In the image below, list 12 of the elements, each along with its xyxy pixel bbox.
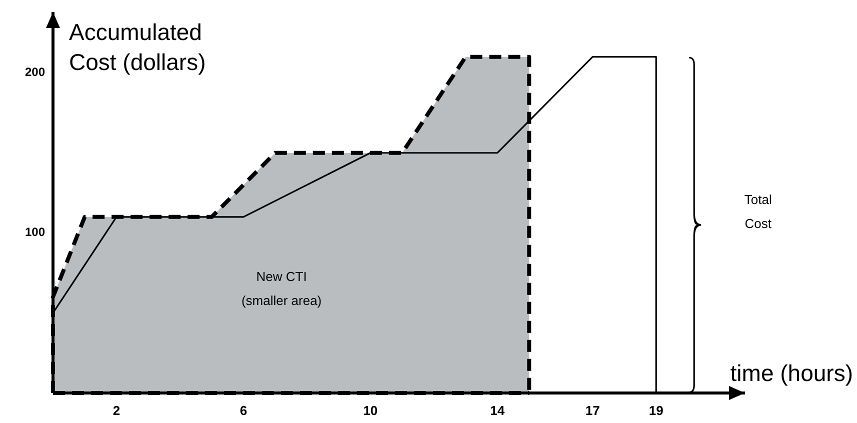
x-axis-title: time (hours): [730, 360, 853, 386]
annotation: New CTI (smaller area): [241, 268, 322, 308]
x-tick-label: 17: [585, 403, 600, 418]
y-tick-label: 100: [24, 225, 46, 240]
y-tick-label: 200: [24, 65, 46, 80]
x-tick-label: 2: [112, 403, 120, 418]
x-tick-label: 14: [490, 403, 506, 418]
y-axis-title: Accumulated Cost (dollars): [69, 19, 206, 75]
x-tick-label: 19: [648, 403, 664, 418]
x-tick-label: 6: [240, 403, 248, 418]
annotation: Total Cost: [744, 192, 772, 232]
x-tick-label: 10: [363, 403, 378, 418]
